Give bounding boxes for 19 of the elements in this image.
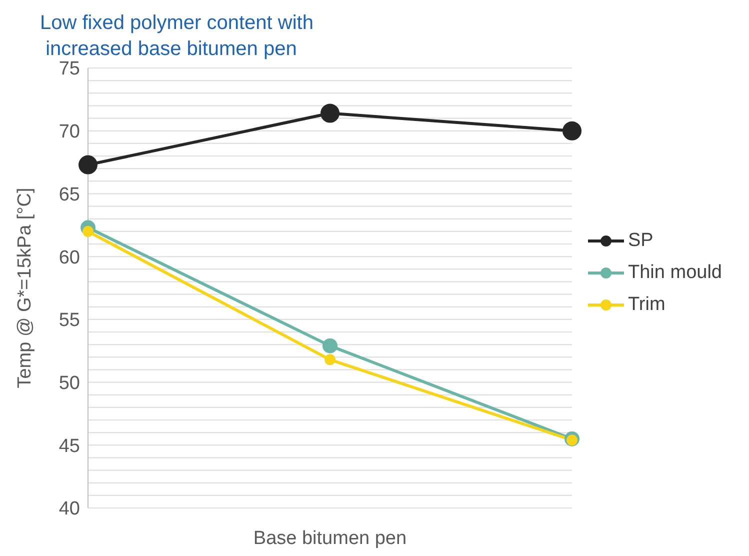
point [322, 338, 338, 354]
y-tick-label: 40 [58, 498, 80, 520]
point [324, 354, 336, 366]
y-axis-title: Temp @ G*=15kPa [°C] [14, 188, 36, 388]
y-tick-label: 55 [58, 310, 80, 332]
y-tick-label: 60 [58, 247, 80, 268]
y-tick-label: 50 [58, 373, 80, 394]
legend-label: Thin mould [628, 262, 722, 284]
x-axis-title: Base bitumen pen [253, 528, 407, 549]
y-tick-label: 45 [58, 436, 80, 457]
y-tick-label: 70 [58, 122, 80, 143]
y-tick-label: 75 [58, 58, 80, 80]
point [78, 155, 98, 174]
point [562, 121, 582, 140]
legend-label: Trim [628, 294, 666, 316]
chart-title: Low fixed polymer content with increased base bitumen pen [40, 11, 314, 61]
y-tick-label: 65 [58, 184, 80, 206]
point [320, 104, 340, 123]
legend-label: SP [628, 230, 654, 252]
